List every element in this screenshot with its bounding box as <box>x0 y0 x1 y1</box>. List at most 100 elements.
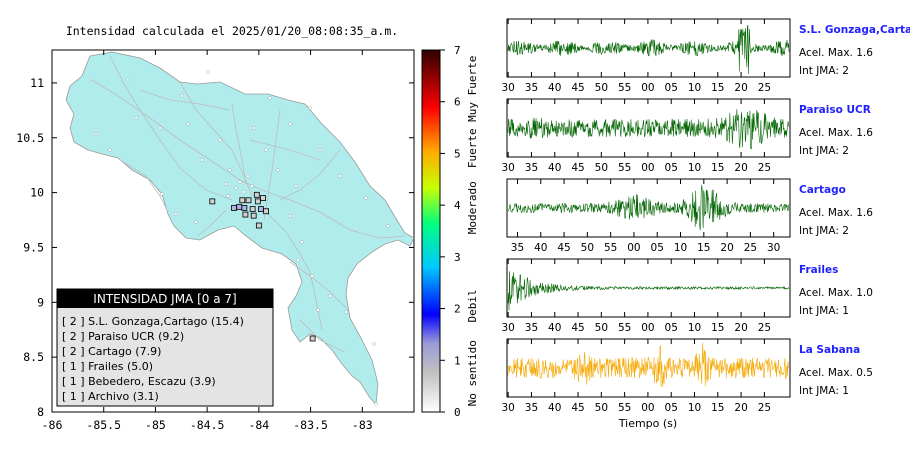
station-marker <box>258 206 264 212</box>
waveform-tick-label: 20 <box>734 82 747 94</box>
waveform-tick-label: 55 <box>618 82 631 94</box>
waveform-tick-label: 05 <box>665 162 678 174</box>
waveform-tick-label: 05 <box>665 82 678 94</box>
waveform-tick-label: 25 <box>758 402 771 414</box>
station-name: Paraiso UCR <box>799 104 871 116</box>
station-marker <box>241 205 248 211</box>
waveform-panels: 30 35 40 45 50 55 00 05 10 15 20 25 S.L. Gonzaga,Car… <box>501 18 910 414</box>
map-y-axis: 11 10.5 10 9.5 9 8.5 8 <box>16 76 414 419</box>
waveform-tick-label: 30 <box>501 322 514 334</box>
waveform-trace <box>507 184 790 231</box>
waveform-tick-label: 20 <box>720 242 733 254</box>
legend-item: [ 2 ] Paraiso UCR (9.2) <box>62 330 184 343</box>
minor-stations <box>94 70 390 406</box>
legend-box <box>56 288 274 407</box>
waveform-tick-label: 20 <box>734 322 747 334</box>
waveform-tick-label: 10 <box>674 242 687 254</box>
station-marker <box>249 206 256 212</box>
waveform-tick-label: 50 <box>595 402 608 414</box>
colorbar-tick-label: 6 <box>454 96 461 109</box>
jma-intensity: Int JMA: 2 <box>799 225 849 237</box>
waveform-tick-label: 10 <box>688 162 701 174</box>
waveform-tick-label: 40 <box>548 402 561 414</box>
station-marker <box>260 195 266 201</box>
costa-rica-landmass <box>65 51 414 405</box>
waveform-panel: 30 35 40 45 50 55 00 05 10 15 20 25 La Sabana Acel. M… <box>501 338 873 414</box>
map-y-tick-label: 11 <box>30 76 44 90</box>
peak-acceleration: Acel. Max. 1.6 <box>799 127 873 139</box>
waveform-tick-label: 45 <box>557 242 570 254</box>
peak-acceleration: Acel. Max. 0.5 <box>799 367 873 379</box>
waveform-tick-label: 25 <box>744 242 757 254</box>
waveform-trace <box>507 271 790 311</box>
waveform-tick-label: 40 <box>548 82 561 94</box>
map-y-tick-label: 9.5 <box>23 240 44 254</box>
waveform-tick-label: 45 <box>571 162 584 174</box>
waveform-tick-label: 55 <box>618 162 631 174</box>
waveform-panel: 30 35 40 45 50 55 00 05 10 15 20 25 S.L. Gonzaga,Car… <box>501 18 910 94</box>
map-x-tick-label: -85.5 <box>86 418 121 432</box>
waveform-tick-label: 50 <box>595 322 608 334</box>
waveform-tick-label: 00 <box>641 402 654 414</box>
waveform-tick-label: 00 <box>641 322 654 334</box>
map-y-tick-label: 9 <box>37 295 44 309</box>
waveform-tick-label: 15 <box>711 162 724 174</box>
colorbar-tick-label: 1 <box>454 354 461 367</box>
waveform-tick-label: 35 <box>525 162 538 174</box>
waveform-tick-label: 00 <box>641 162 654 174</box>
waveform-tick-label: 10 <box>688 322 701 334</box>
waveform-tick-label: 15 <box>711 322 724 334</box>
waveform-trace <box>507 109 790 150</box>
map-y-tick-label: 10 <box>30 186 44 200</box>
station-marker <box>245 197 252 204</box>
colorbar: 0 1 2 3 4 5 6 7 No sentido Debil Moderado Fuerte Mu… <box>421 44 479 419</box>
station-marker <box>209 198 216 205</box>
map-title: Intensidad calculada el 2025/01/20_08:08… <box>66 24 398 38</box>
jma-intensity: Int JMA: 1 <box>799 305 849 317</box>
colorbar-category-label: Muy Fuerte <box>466 56 479 122</box>
map-y-tick-label: 8 <box>37 405 44 419</box>
legend-title: INTENSIDAD JMA [0 a 7] <box>93 292 236 306</box>
waveform-tick-label: 30 <box>501 402 514 414</box>
legend-title-bar <box>57 289 273 308</box>
colorbar-gradient <box>421 49 441 413</box>
map-x-tick-label: -84.5 <box>190 418 225 432</box>
legend-item: [ 1 ] Bebedero, Escazu (3.9) <box>62 375 216 388</box>
peak-acceleration: Acel. Max. 1.6 <box>799 47 873 59</box>
colorbar-category-label: No sentido <box>466 340 479 406</box>
map-x-tick-label: -86 <box>42 418 63 432</box>
station-marker <box>253 191 260 198</box>
map-x-tick-label: -83.5 <box>293 418 328 432</box>
waveform-tick-label: 50 <box>581 242 594 254</box>
waveform-tick-label: 50 <box>595 82 608 94</box>
colorbar-tick-label: 4 <box>454 199 461 212</box>
waveform-tick-label: 50 <box>595 162 608 174</box>
station-marker <box>236 203 243 210</box>
station-name: La Sabana <box>799 344 860 356</box>
waveform-tick-label: 15 <box>697 242 710 254</box>
map-x-axis: -86 -85.5 -85 -84.5 -84 -83.5 -83 <box>42 50 373 432</box>
waveform-tick-label: 55 <box>618 322 631 334</box>
colorbar-category-label: Debil <box>466 289 479 322</box>
jma-intensity: Int JMA: 1 <box>799 385 849 397</box>
map-x-tick-label: -83 <box>352 418 373 432</box>
waveform-tick-label: 30 <box>767 242 780 254</box>
waveform-tick-label: 00 <box>627 242 640 254</box>
waveform-tick-label: 25 <box>758 162 771 174</box>
waveform-tick-label: 30 <box>501 162 514 174</box>
waveform-tick-label: 35 <box>525 322 538 334</box>
station-marker <box>231 205 237 211</box>
peak-acceleration: Acel. Max. 1.0 <box>799 287 873 299</box>
waveform-tick-label: 20 <box>734 402 747 414</box>
map-x-tick-label: -85 <box>145 418 166 432</box>
colorbar-category-label: Moderado <box>466 181 479 234</box>
waveform-tick-label: 35 <box>525 82 538 94</box>
waveform-tick-label: 05 <box>665 402 678 414</box>
waveform-tick-label: 55 <box>604 242 617 254</box>
waveform-panel: 30 35 40 45 50 55 00 05 10 15 20 25 Frailes Acel. Max… <box>501 258 873 334</box>
legend-item: [ 1 ] Frailes (5.0) <box>62 360 153 373</box>
colorbar-category-label: Fuerte <box>466 128 479 168</box>
waveform-tick-label: 40 <box>548 162 561 174</box>
colorbar-tick-label: 7 <box>454 44 461 57</box>
